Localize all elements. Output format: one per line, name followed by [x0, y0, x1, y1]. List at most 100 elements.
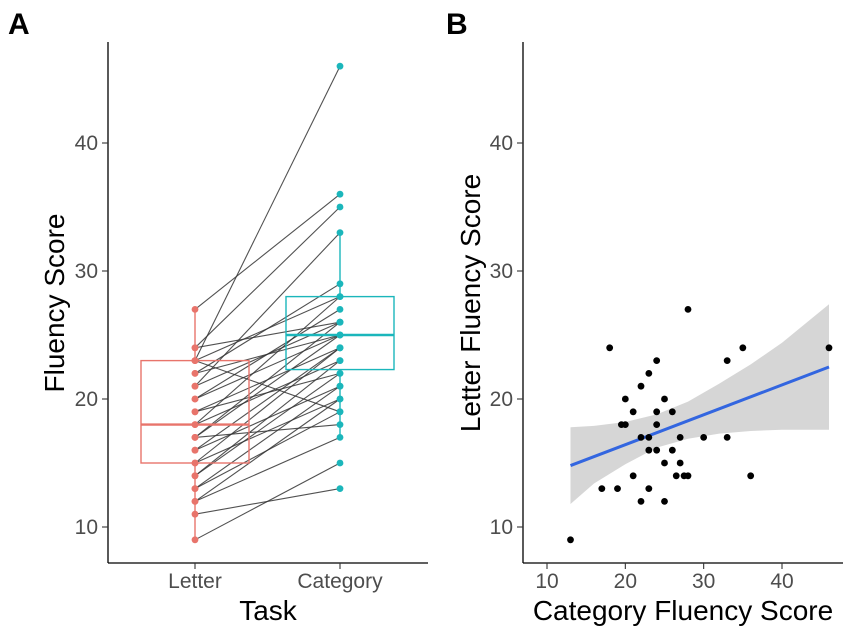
panel-a-pair-lines	[194, 65, 341, 541]
pair-line	[194, 347, 341, 464]
panel-b-fit-line-group	[569, 365, 830, 467]
letter-point	[191, 395, 199, 403]
panel-b-y-ticks: 10 20 30 40	[490, 132, 523, 539]
pair-line	[194, 360, 341, 413]
pair-line	[194, 65, 341, 361]
pair-line	[194, 436, 341, 502]
scatter-point	[621, 395, 629, 403]
pair-line	[194, 411, 341, 490]
panel-a-y-tick-label: 40	[75, 132, 98, 155]
category-point	[336, 203, 344, 211]
scatter-point	[723, 434, 731, 441]
category-point	[336, 485, 344, 492]
letter-point	[191, 370, 199, 377]
letter-point	[191, 357, 199, 364]
scatter-point	[645, 434, 653, 441]
scatter-point	[684, 306, 692, 313]
scatter-point	[661, 498, 668, 505]
panel-a-x-title: Task	[239, 595, 298, 626]
panel-a-y-tick-label: 20	[75, 388, 98, 411]
letter-point	[191, 382, 199, 390]
category-point	[336, 370, 344, 377]
pair-line	[194, 488, 341, 515]
scatter-point	[653, 421, 661, 428]
scatter-point	[645, 446, 653, 454]
category-point	[336, 293, 344, 300]
scatter-point	[621, 421, 629, 428]
category-point	[336, 190, 344, 198]
pair-line	[194, 296, 341, 426]
scatter-point	[825, 344, 833, 352]
category-point	[336, 344, 344, 352]
scatter-point	[653, 408, 661, 416]
pair-line	[194, 372, 341, 413]
confidence-band	[570, 304, 829, 504]
scatter-point	[598, 485, 606, 492]
pair-line	[194, 296, 341, 362]
scatter-point	[676, 459, 684, 467]
scatter-point	[637, 382, 645, 390]
panel-b-x-tick-label: 40	[770, 570, 793, 593]
scatter-point	[700, 434, 708, 441]
scatter-point	[653, 446, 661, 454]
scatter-point	[672, 472, 680, 480]
panel-a-y-title: Fluency Score	[39, 214, 70, 393]
panel-a-y-tick-label: 30	[75, 260, 98, 283]
scatter-point	[637, 434, 645, 441]
panel-a-y-tick-label: 10	[75, 516, 98, 539]
letter-point	[191, 408, 199, 416]
panel-b-confidence-band	[570, 304, 829, 504]
scatter-point	[629, 472, 637, 480]
letter-point	[191, 472, 199, 480]
letter-point	[191, 306, 199, 313]
category-point	[336, 62, 344, 70]
category-point	[336, 229, 344, 237]
scatter-point	[668, 408, 676, 416]
letter-point	[191, 510, 199, 518]
panel-b: B 10 20 30 40 10 20 30 40 Category Fluency Sco…	[446, 8, 843, 626]
pair-line	[194, 347, 341, 451]
letter-point	[191, 536, 199, 544]
pair-line	[194, 424, 341, 438]
category-point	[336, 331, 344, 339]
letter-point	[191, 434, 199, 441]
scatter-point	[739, 344, 747, 352]
panel-b-x-tick-label: 10	[535, 570, 558, 593]
letter-point	[191, 498, 199, 505]
category-point	[336, 395, 344, 403]
panel-b-points	[567, 306, 833, 544]
category-point	[336, 318, 344, 326]
panel-b-x-tick-label: 20	[614, 570, 637, 593]
panel-b-y-title: Letter Fluency Score	[455, 174, 486, 432]
panel-a-letter: A	[8, 8, 30, 41]
panel-b-letter: B	[446, 8, 468, 41]
pair-line	[194, 206, 341, 349]
scatter-point	[614, 485, 621, 492]
pair-line	[194, 193, 341, 310]
scatter-point	[653, 357, 661, 364]
scatter-point	[661, 459, 668, 467]
category-point	[336, 280, 344, 288]
category-point	[336, 421, 344, 428]
panel-a: A 10 20 30 40 Letter Category Task Fluency S…	[8, 8, 428, 626]
scatter-point	[723, 357, 731, 364]
scatter-point	[668, 446, 676, 454]
panel-a-x-tick-label: Letter	[168, 570, 222, 593]
pair-line	[194, 321, 341, 349]
scatter-point	[684, 472, 692, 480]
pair-line	[194, 334, 341, 400]
scatter-point	[661, 395, 668, 403]
scatter-point	[567, 536, 574, 544]
panel-b-y-tick-label: 40	[490, 132, 513, 155]
scatter-point	[747, 472, 755, 480]
category-point	[336, 459, 344, 467]
letter-point	[191, 446, 199, 454]
panel-b-x-tick-label: 30	[692, 570, 715, 593]
category-point	[336, 434, 344, 441]
panel-a-points	[191, 62, 344, 544]
scatter-point	[645, 370, 653, 377]
category-point	[336, 306, 344, 313]
panel-a-x-ticks: Letter Category	[168, 563, 383, 593]
scatter-point	[629, 408, 637, 416]
